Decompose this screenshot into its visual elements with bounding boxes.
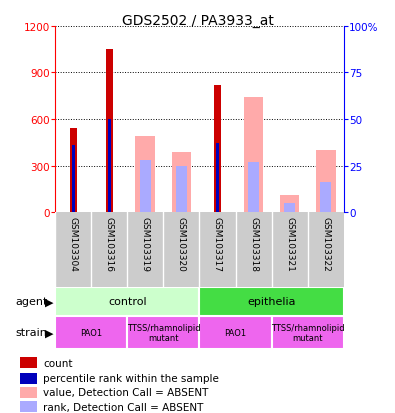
- Bar: [55, 287, 199, 316]
- Bar: [244, 98, 263, 213]
- Bar: [176, 166, 187, 213]
- Bar: [135, 137, 155, 213]
- Text: percentile rank within the sample: percentile rank within the sample: [43, 373, 219, 383]
- Text: ▶: ▶: [45, 297, 53, 306]
- Bar: [20, 357, 37, 368]
- Text: agent: agent: [15, 297, 47, 306]
- Bar: [216, 144, 219, 213]
- Text: PAO1: PAO1: [80, 328, 102, 337]
- Bar: [280, 196, 299, 213]
- Bar: [248, 162, 259, 213]
- Bar: [214, 86, 221, 213]
- Text: GDS2502 / PA3933_at: GDS2502 / PA3933_at: [122, 14, 273, 28]
- Text: GSM103318: GSM103318: [249, 216, 258, 271]
- Bar: [199, 316, 272, 349]
- Bar: [320, 183, 331, 213]
- Text: control: control: [108, 297, 147, 306]
- Text: GSM103317: GSM103317: [213, 216, 222, 271]
- Bar: [284, 204, 295, 213]
- Bar: [199, 287, 344, 316]
- Bar: [20, 373, 37, 384]
- Bar: [127, 316, 199, 349]
- Bar: [70, 129, 77, 213]
- Text: GSM103319: GSM103319: [141, 216, 150, 271]
- Text: TTSS/rhamnolipid
mutant: TTSS/rhamnolipid mutant: [127, 323, 200, 342]
- Text: GSM103316: GSM103316: [105, 216, 114, 271]
- Text: value, Detection Call = ABSENT: value, Detection Call = ABSENT: [43, 387, 209, 397]
- Text: epithelia: epithelia: [247, 297, 296, 306]
- Text: ▶: ▶: [45, 328, 53, 337]
- Text: rank, Detection Call = ABSENT: rank, Detection Call = ABSENT: [43, 402, 203, 412]
- Text: GSM103320: GSM103320: [177, 216, 186, 271]
- Text: TTSS/rhamnolipid
mutant: TTSS/rhamnolipid mutant: [271, 323, 344, 342]
- Bar: [316, 151, 335, 213]
- Bar: [107, 120, 111, 213]
- Bar: [106, 50, 113, 213]
- Text: GSM103321: GSM103321: [285, 216, 294, 271]
- Bar: [171, 153, 191, 213]
- Text: strain: strain: [15, 328, 47, 337]
- Bar: [20, 401, 37, 413]
- Bar: [272, 316, 344, 349]
- Text: count: count: [43, 358, 73, 368]
- Text: PAO1: PAO1: [224, 328, 246, 337]
- Text: GSM103322: GSM103322: [321, 216, 330, 271]
- Bar: [20, 387, 37, 398]
- Bar: [140, 161, 151, 213]
- Bar: [71, 146, 75, 213]
- Text: GSM103304: GSM103304: [69, 216, 78, 271]
- Bar: [55, 316, 127, 349]
